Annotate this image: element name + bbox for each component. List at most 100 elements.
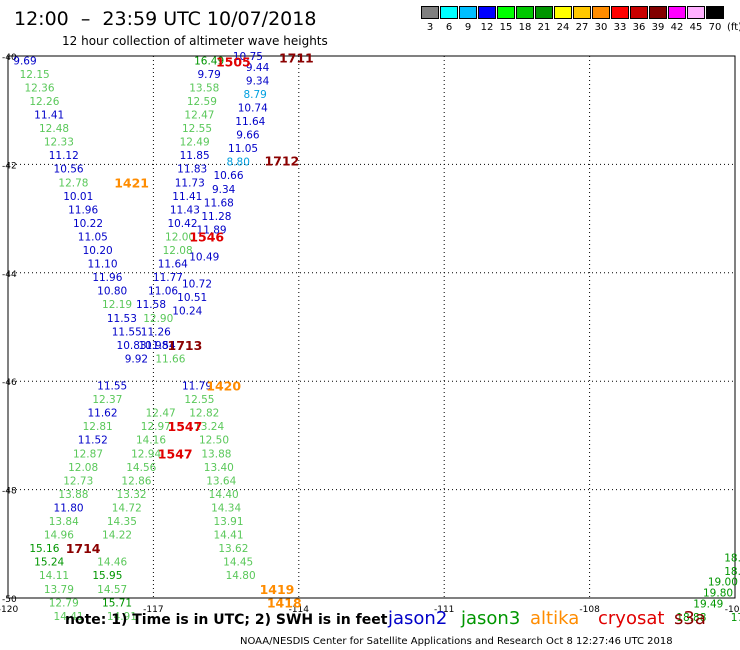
wave-height-value: 14.80 (226, 570, 256, 582)
footer-note: note: 1) Time is in UTC; 2) SWH is in fe… (65, 612, 388, 628)
wave-height-value: 10.20 (83, 245, 113, 257)
wave-height-value: 12.90 (143, 313, 173, 325)
wave-height-value: 12.94 (131, 448, 161, 460)
legend-swatch (592, 6, 610, 19)
wave-height-value: 12.47 (184, 110, 214, 122)
wave-height-value: 19.80 (703, 588, 733, 600)
wave-height-value: 12.59 (187, 96, 217, 108)
map-frame (7, 55, 736, 599)
legend-value: 30 (594, 22, 608, 33)
time-marker: 1419 (260, 582, 295, 597)
time-marker: 1547 (168, 419, 203, 434)
wave-height-value: 13.58 (189, 82, 219, 94)
wave-height-value: 14.40 (209, 489, 239, 501)
wave-height-value: 10.51 (177, 292, 207, 304)
wave-height-value: 13.84 (49, 516, 79, 528)
wave-height-value: 10.66 (213, 170, 243, 182)
lat-label: -42 (2, 161, 17, 171)
lon-label: -111 (434, 605, 454, 615)
legend-swatch (611, 6, 629, 19)
wave-height-value: 11.05 (78, 231, 108, 243)
wave-height-value: 10.83 (117, 340, 147, 352)
legend-swatch (649, 6, 667, 19)
wave-height-value: 12.50 (199, 435, 229, 447)
wave-height-value: 8.80 (227, 157, 250, 169)
legend-value: 12 (480, 22, 494, 33)
wave-height-value: 9.92 (125, 353, 148, 365)
wave-height-value: 10.56 (54, 164, 84, 176)
wave-height-value: 12.78 (58, 177, 88, 189)
wave-height-value: 13.32 (117, 489, 147, 501)
legend-swatch (478, 6, 496, 19)
wave-height-value: 17 (731, 612, 740, 624)
wave-height-value: 15.16 (29, 543, 59, 555)
time-marker: 1418 (267, 595, 302, 610)
wave-height-value: 11.80 (54, 502, 84, 514)
wave-height-value: 11.66 (155, 353, 185, 365)
wave-height-value: 14.34 (211, 502, 241, 514)
wave-height-value: 11.28 (201, 211, 231, 223)
legend-value: 15 (499, 22, 513, 33)
wave-height-value: 14.41 (54, 611, 84, 623)
legend-swatch (497, 6, 515, 19)
lat-label: -40 (2, 53, 17, 63)
wave-height-value: 11.96 (68, 204, 98, 216)
wave-height-value: 12.73 (63, 475, 93, 487)
legend-s3a: s3a (674, 608, 706, 629)
legend-swatch (573, 6, 591, 19)
wave-height-value: 12.00 (165, 231, 195, 243)
wave-height-value: 14.91 (107, 611, 137, 623)
wave-height-value: 11.77 (153, 272, 183, 284)
wave-height-value: 14.56 (126, 462, 156, 474)
wave-height-value: 15.95 (92, 570, 122, 582)
wave-height-value: 10.80 (97, 286, 127, 298)
legend-value: 36 (632, 22, 646, 33)
legend-value: 42 (670, 22, 684, 33)
wave-height-value: 12.15 (20, 69, 50, 81)
wave-height-value: 9.66 (236, 130, 260, 142)
legend-swatch (440, 6, 458, 19)
wave-height-value: 11.64 (235, 116, 265, 128)
time-marker: 1711 (279, 51, 314, 66)
wave-height-value: 12.97 (141, 421, 171, 433)
wave-height-value: 9.44 (246, 62, 270, 74)
wave-height-value: 14.46 (97, 557, 127, 569)
wave-height-value: 11.41 (172, 191, 202, 203)
legend-swatch (554, 6, 572, 19)
wave-height-value: 11.85 (180, 150, 210, 162)
credit-line: NOAA/NESDIS Center for Satellite Applica… (240, 636, 673, 647)
wave-height-value: 12.55 (182, 123, 212, 135)
wave-height-value: 18. (724, 566, 740, 578)
page-subtitle: 12 hour collection of altimeter wave hei… (62, 34, 328, 48)
wave-height-value: 12.36 (24, 82, 54, 94)
wave-height-value: 12.08 (68, 462, 98, 474)
wave-height-value: 12.79 (49, 597, 79, 609)
wave-height-value: 11.89 (197, 224, 227, 236)
legend-swatch (687, 6, 705, 19)
wave-height-value: 8.79 (243, 89, 266, 101)
legend-cryosat: cryosat (598, 608, 665, 629)
legend-jason3: jason3 (461, 608, 521, 629)
wave-height-value: 10.72 (182, 279, 212, 291)
time-marker: 1714 (66, 541, 101, 556)
wave-height-value: 11.53 (107, 313, 137, 325)
legend-swatch (535, 6, 553, 19)
legend-unit: (ft) (727, 22, 740, 33)
wave-height-value: 19.00 (708, 577, 738, 589)
lon-label: -114 (289, 605, 310, 615)
wave-height-value: 9.34 (212, 184, 236, 196)
legend-value: 33 (613, 22, 627, 33)
wave-height-value: 12.81 (83, 421, 113, 433)
legend-value: 6 (445, 22, 453, 33)
wave-height-value: 13.64 (206, 475, 236, 487)
legend-value: 39 (651, 22, 665, 33)
legend-value: 70 (708, 22, 722, 33)
wave-height-value: 13.88 (201, 448, 231, 460)
wave-height-value: 12.86 (121, 475, 151, 487)
lat-label: -44 (2, 270, 17, 280)
time-marker: 1713 (168, 338, 203, 353)
legend-value: 18 (518, 22, 532, 33)
legend-value: 21 (537, 22, 551, 33)
wave-height-value: 12.19 (102, 299, 132, 311)
legend-value: 27 (575, 22, 589, 33)
